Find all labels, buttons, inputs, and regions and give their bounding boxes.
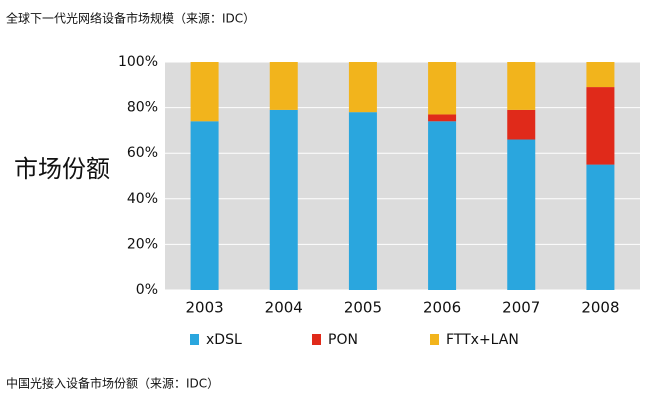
plot-area [165,62,640,290]
x-tick-label: 2006 [423,299,461,317]
legend-label: FTTx+LAN [446,332,519,348]
y-axis-label: 市场份额 [14,155,110,183]
bar-segment [348,62,377,113]
legend-swatch [430,334,439,345]
legend-swatch [312,334,321,345]
legend-label: PON [328,332,358,348]
y-tick-label: 0% [136,282,158,298]
legend-swatch [190,334,199,345]
x-tick-label: 2004 [265,299,303,317]
bar-segment [428,62,457,115]
bar-segment [428,114,457,122]
y-tick-label: 20% [127,236,158,252]
bar-segment [190,62,219,122]
bar-segment [507,62,536,110]
bar-segment [269,62,298,110]
y-tick-label: 60% [127,145,158,161]
y-tick-label: 80% [127,100,158,116]
caption-top: 全球下一代光网络设备市场规模（来源：IDC） [6,11,255,26]
x-tick-label: 2003 [185,299,223,317]
legend-label: xDSL [206,332,242,348]
y-tick-label: 100% [118,54,158,70]
bar-segment [586,62,615,88]
bar-segment [348,112,377,290]
bar-segment [586,87,615,165]
bar-segment [507,139,536,290]
bar-segment [507,109,536,140]
x-tick-label: 2007 [502,299,540,317]
bar-segment [190,121,219,290]
bar-segment [269,109,298,290]
x-tick-label: 2005 [344,299,382,317]
caption-bottom: 中国光接入设备市场份额（来源：IDC） [6,376,219,391]
x-tick-label: 2008 [581,299,619,317]
bar-segment [586,164,615,290]
bar-segment [428,121,457,290]
y-tick-label: 40% [127,191,158,207]
